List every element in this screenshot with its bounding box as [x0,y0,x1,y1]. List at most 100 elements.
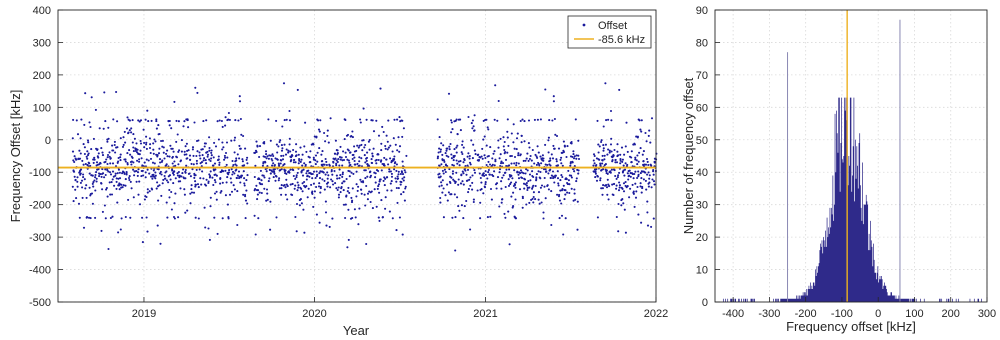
data-point [100,175,103,178]
data-point [323,163,326,166]
data-point [277,164,281,167]
histogram-tick-label-x: -100 [831,308,853,320]
data-point [648,177,651,180]
data-point [172,170,176,173]
data-point [641,185,644,188]
data-point [457,205,460,208]
data-point [88,162,91,165]
data-point [371,119,374,122]
data-point [500,201,503,204]
data-point [519,169,523,172]
data-point [287,149,290,152]
data-point [510,154,513,158]
data-point [501,176,504,179]
data-point [487,160,490,163]
data-point [187,126,190,129]
data-point [168,119,171,123]
data-point [510,132,513,135]
data-point [454,180,457,183]
data-point [108,151,111,154]
data-point [355,183,358,186]
data-point [397,187,400,190]
data-point [129,216,132,219]
data-point [636,136,639,139]
data-point [404,171,407,174]
data-point [280,159,283,162]
data-point [295,174,298,177]
scatter-tick-label-y: -200 [29,200,51,212]
data-point [184,211,187,214]
data-point [244,217,247,220]
data-point [155,120,158,123]
data-point [470,139,473,142]
data-point [126,152,129,155]
data-point [595,157,598,160]
data-point [162,146,165,149]
data-point [258,155,261,159]
data-point [302,208,305,211]
data-point [471,127,474,130]
data-point [209,175,212,178]
data-point [379,178,382,181]
histogram-tick-label-y: 90 [696,5,708,17]
data-point [327,141,330,144]
histogram-tick-label-y: 50 [696,135,708,147]
data-point [265,157,268,160]
data-point [512,123,515,126]
data-point [174,177,177,180]
data-point [513,162,516,165]
data-point [524,183,527,186]
data-point [131,119,134,122]
data-point [549,157,552,160]
data-point [387,146,390,149]
data-point [486,177,489,180]
data-point [116,172,119,175]
data-point [146,230,149,233]
data-point [85,216,89,219]
data-point [354,216,357,219]
data-point [213,141,216,144]
data-point [619,153,622,156]
data-point [302,168,305,171]
data-point [395,163,398,166]
data-point [87,152,90,155]
data-point [640,191,643,194]
data-point [179,180,182,183]
data-point [618,171,621,174]
data-point [564,217,567,220]
data-point [329,117,332,120]
data-point [443,160,446,163]
data-point [159,161,162,164]
data-point [350,171,353,174]
data-point [440,184,443,187]
data-point [473,149,476,152]
data-point [613,148,616,152]
data-point [99,162,102,165]
data-point [540,184,544,187]
data-point [364,204,367,207]
data-point [598,158,601,161]
data-point [101,168,104,171]
data-point [108,171,112,174]
data-point [451,172,454,175]
data-point [98,175,101,178]
data-point [307,187,310,190]
data-point [335,187,338,190]
data-point [565,155,568,159]
data-point [445,149,448,152]
data-point [492,175,495,178]
data-point [315,185,318,189]
data-point [155,187,158,190]
data-point [93,158,96,161]
data-point [209,205,212,208]
data-point [525,157,528,160]
data-point [269,200,272,203]
data-point [560,202,563,205]
data-point [650,225,653,228]
data-point [484,183,487,186]
data-point [522,159,525,162]
data-point [372,147,375,150]
data-point [335,164,338,167]
data-point [554,174,557,177]
